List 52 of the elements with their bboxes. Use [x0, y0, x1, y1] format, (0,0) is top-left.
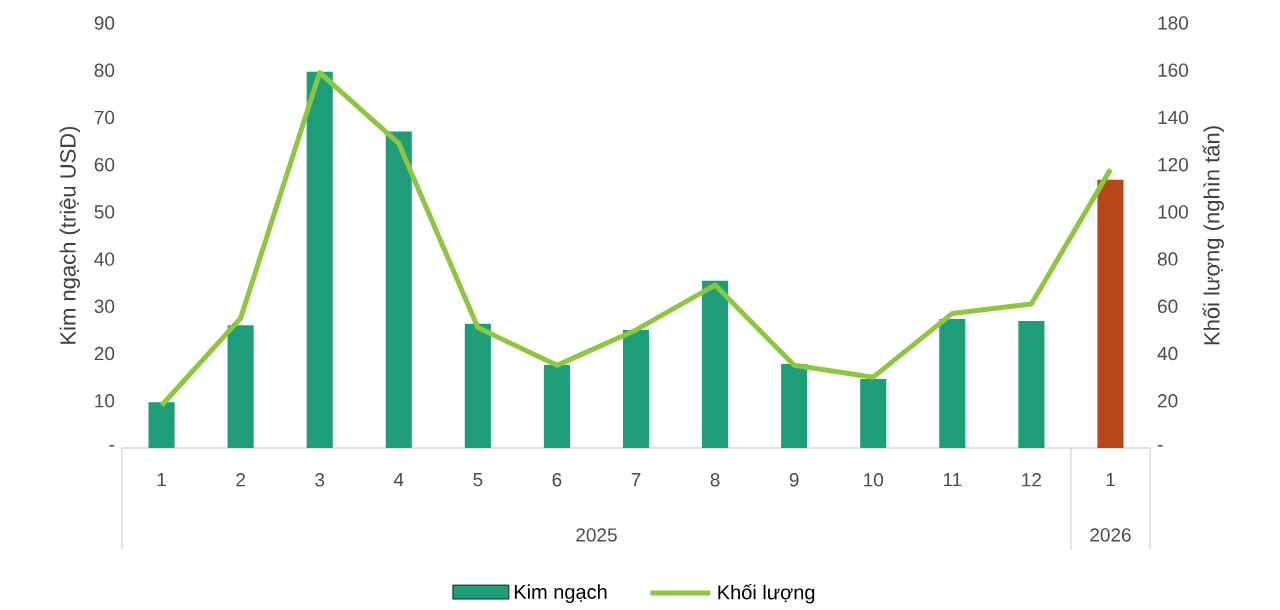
y2-tick-label: 40 — [1157, 346, 1178, 361]
y-tick-label: 20 — [94, 346, 115, 361]
text: 2025 — [576, 528, 617, 542]
x-tick-label: 5 — [473, 472, 483, 487]
bar — [860, 378, 887, 448]
x-tick-label: 12 — [1022, 472, 1042, 487]
y-tick-label: 40 — [94, 252, 115, 266]
x-tick-label: 1 — [157, 472, 166, 486]
x-tick-label: 2 — [236, 472, 245, 487]
x-tick-label: 9 — [789, 472, 799, 487]
y-tick-label: 80 — [94, 63, 115, 77]
bar — [781, 363, 808, 448]
x-tick-label: 7 — [631, 472, 641, 486]
y-tick-label: 90 — [94, 16, 115, 30]
legend-label: Kim ngạch — [514, 584, 607, 603]
x-tick-label: 11 — [943, 472, 962, 486]
y-axis-title: Kim ngạch (triệu USD) — [59, 126, 81, 344]
y2-tick-label: 180 — [1158, 16, 1189, 30]
text: 2026 — [1090, 528, 1131, 542]
bar — [939, 318, 966, 448]
y2-tick-label: 120 — [1158, 157, 1189, 172]
x-tick-label: 6 — [552, 472, 562, 487]
x-tick-label: 3 — [315, 472, 325, 487]
y-tick-label: 10 — [95, 393, 115, 408]
legend-label: Khối lượng — [718, 583, 815, 604]
x-tick-label: 8 — [710, 472, 720, 487]
y-tick-label: - — [109, 444, 115, 447]
y2-tick-label: - — [1157, 444, 1163, 447]
y2-tick-label: 80 — [1157, 252, 1178, 266]
y-tick-label: 60 — [94, 157, 115, 172]
bar — [543, 364, 570, 448]
y2-tick-label: 60 — [1158, 299, 1178, 313]
y-tick-label: 50 — [94, 205, 115, 219]
bar — [1018, 320, 1045, 448]
bar — [622, 329, 650, 448]
y-tick-label: 30 — [94, 299, 115, 313]
bar — [148, 402, 175, 448]
y2-tick-label: 20 — [1158, 393, 1178, 408]
bar — [1097, 179, 1124, 448]
y2-tick-label: 160 — [1158, 63, 1189, 77]
y-tick-label: 70 — [94, 110, 115, 125]
bar — [385, 131, 412, 448]
x-tick-label: 10 — [864, 472, 884, 487]
x-tick-label: 4 — [393, 472, 404, 486]
y2-tick-label: 140 — [1158, 110, 1189, 125]
y2-axis-title: Khối lượng (nghìn tấn) — [1202, 126, 1224, 345]
y2-tick-label: 100 — [1158, 205, 1189, 219]
x-tick-label: 1 — [1106, 472, 1115, 486]
bar — [464, 323, 491, 448]
bar — [702, 280, 729, 448]
bar — [227, 325, 254, 448]
bar — [306, 71, 333, 448]
